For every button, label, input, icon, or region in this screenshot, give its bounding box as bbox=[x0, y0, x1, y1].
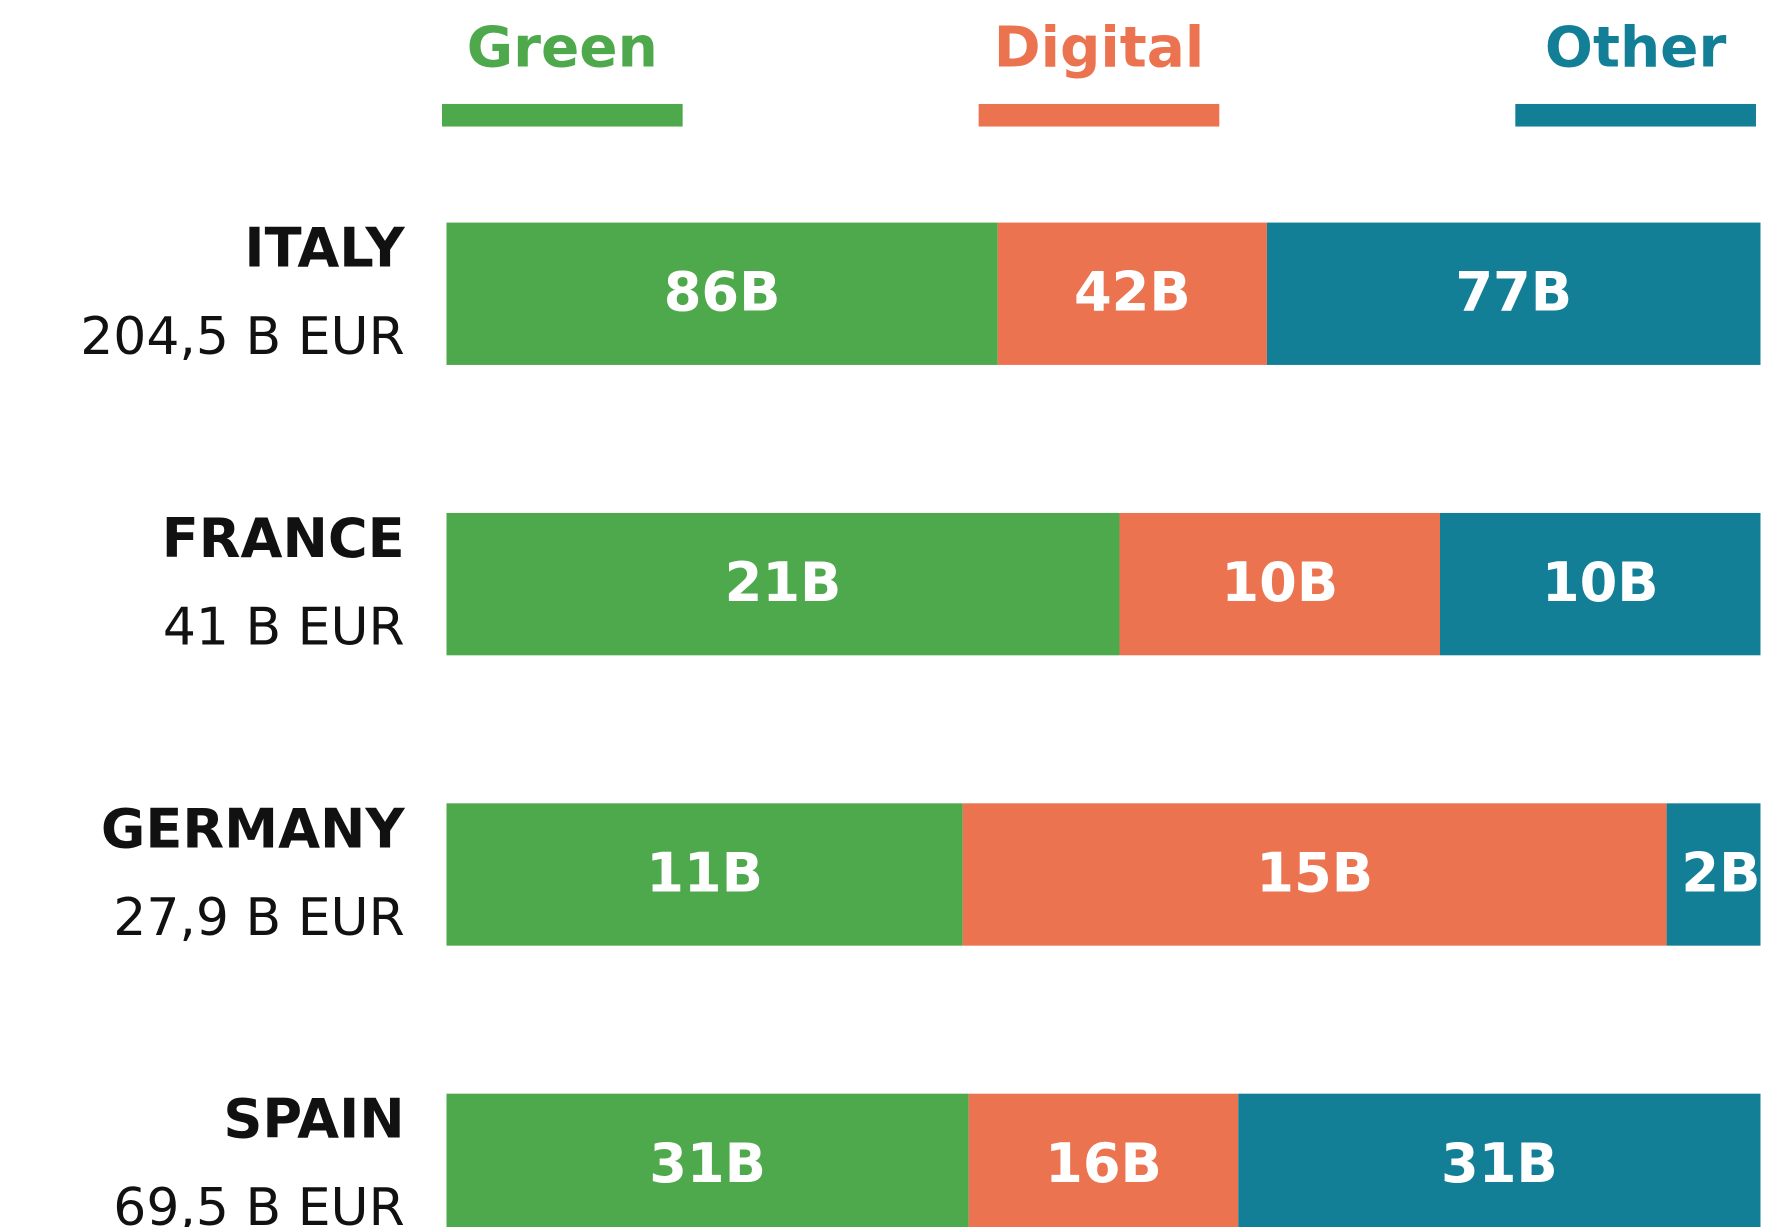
value-label: 42B bbox=[1074, 261, 1191, 324]
value-label: 15B bbox=[1256, 841, 1373, 904]
bar-segment bbox=[446, 803, 963, 946]
bar-segment bbox=[1440, 512, 1761, 656]
bar-segment bbox=[446, 512, 1120, 656]
value-label: 16B bbox=[1045, 1132, 1162, 1195]
category-label: FRANCE bbox=[162, 507, 405, 570]
value-label: 11B bbox=[646, 841, 763, 904]
legend-swatch bbox=[1515, 103, 1756, 127]
category-total: 204,5 B EUR bbox=[80, 307, 404, 367]
bar-segment bbox=[1666, 803, 1761, 946]
category-total: 41 B EUR bbox=[163, 597, 405, 657]
bar-segment bbox=[968, 1093, 1239, 1227]
category-label: GERMANY bbox=[101, 797, 406, 860]
value-label: 2B bbox=[1681, 841, 1760, 904]
bar-segment bbox=[1238, 1093, 1761, 1227]
category-total: 27,9 B EUR bbox=[113, 888, 404, 948]
legend-swatch bbox=[441, 103, 683, 127]
category-total: 69,5 B EUR bbox=[113, 1178, 404, 1227]
bar-segment bbox=[962, 803, 1667, 946]
value-label: 86B bbox=[664, 261, 781, 324]
value-label: 31B bbox=[649, 1132, 766, 1195]
category-label: SPAIN bbox=[223, 1088, 404, 1151]
legend-label: Digital bbox=[994, 15, 1205, 80]
bar-segment bbox=[1119, 512, 1441, 656]
value-label: 31B bbox=[1441, 1132, 1558, 1195]
value-label: 10B bbox=[1221, 551, 1338, 614]
bar-segment bbox=[997, 222, 1267, 365]
legend-label: Green bbox=[467, 15, 658, 80]
value-label: 77B bbox=[1455, 261, 1572, 324]
bar-segment bbox=[446, 222, 998, 365]
legend-label: Other bbox=[1545, 15, 1727, 80]
bar-segment bbox=[446, 1093, 969, 1227]
value-label: 21B bbox=[725, 551, 842, 614]
bar-segment bbox=[1266, 222, 1761, 365]
category-label: ITALY bbox=[244, 217, 405, 280]
legend-swatch bbox=[978, 103, 1220, 127]
value-label: 10B bbox=[1542, 551, 1659, 614]
